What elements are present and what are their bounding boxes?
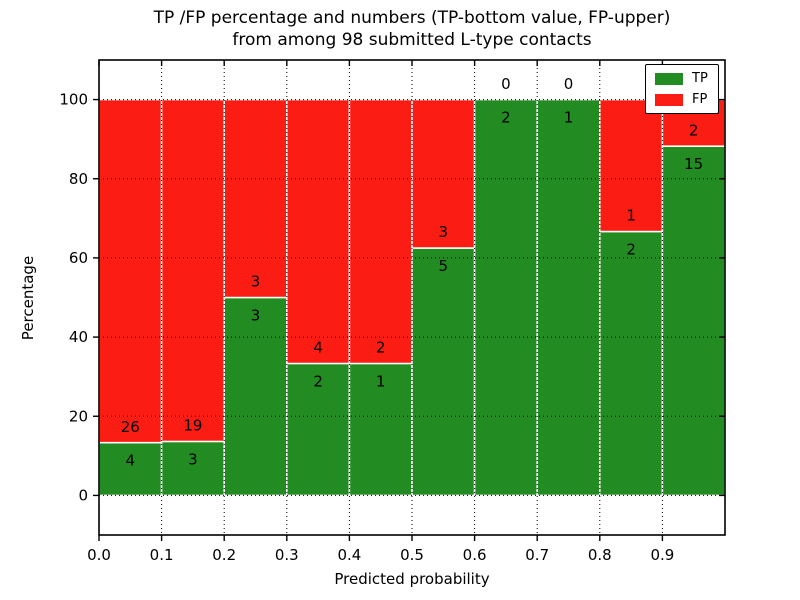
count-label-tp-6: 2: [501, 108, 511, 126]
bar-fp-3: [286, 98, 351, 365]
count-label-tp-3: 2: [313, 372, 323, 390]
y-tick-label-60: 60: [69, 249, 88, 267]
count-label-fp-9: 2: [689, 121, 699, 139]
x-tick-label-0.5: 0.5: [400, 546, 424, 564]
bar-fp-1: [160, 98, 225, 443]
x-tick-label-0.8: 0.8: [588, 546, 612, 564]
count-label-fp-8: 1: [626, 207, 636, 225]
count-label-fp-3: 4: [313, 339, 323, 357]
x-tick-label-0.0: 0.0: [87, 546, 111, 564]
count-label-fp-1: 19: [183, 417, 202, 435]
count-label-tp-0: 4: [126, 451, 136, 469]
x-tick-label-0.2: 0.2: [212, 546, 236, 564]
count-label-tp-9: 15: [684, 155, 703, 173]
count-label-tp-7: 1: [564, 108, 574, 126]
bar-fp-0: [98, 98, 163, 444]
tp-legend-swatch: [655, 72, 683, 85]
x-tick-label-0.9: 0.9: [650, 546, 674, 564]
bar-tp-2: [223, 296, 288, 497]
x-tick-label-0.1: 0.1: [150, 546, 174, 564]
count-label-fp-2: 3: [251, 273, 261, 291]
count-label-tp-5: 5: [439, 257, 449, 275]
count-label-fp-5: 3: [439, 223, 449, 241]
legend-label-fp: FP: [692, 92, 708, 107]
legend-label-tp: TP: [692, 71, 708, 86]
bar-tp-4: [348, 362, 413, 497]
x-tick-label-0.7: 0.7: [525, 546, 549, 564]
bar-tp-5: [411, 247, 476, 497]
y-tick-label-40: 40: [69, 328, 88, 346]
bar-fp-5: [411, 98, 476, 249]
y-tick-label-20: 20: [69, 407, 88, 425]
count-label-fp-4: 2: [376, 339, 386, 357]
bar-tp-9: [661, 145, 726, 497]
x-tick-label-0.6: 0.6: [463, 546, 487, 564]
bar-tp-7: [536, 98, 601, 497]
y-tick-label-80: 80: [69, 170, 88, 188]
chart-title-line1: TP /FP percentage and numbers (TP-bottom…: [153, 8, 671, 28]
chart-title-line2: from among 98 submitted L-type contacts: [232, 30, 592, 50]
bar-fp-4: [348, 98, 413, 365]
count-label-tp-8: 2: [626, 240, 636, 258]
x-tick-label-0.3: 0.3: [275, 546, 299, 564]
count-label-tp-1: 3: [188, 450, 198, 468]
y-tick-label-0: 0: [78, 486, 88, 504]
y-tick-label-100: 100: [59, 91, 88, 109]
legend-item-fp: FP: [655, 93, 708, 106]
x-tick-label-0.4: 0.4: [337, 546, 361, 564]
count-label-fp-6: 0: [501, 75, 511, 93]
legend: TP FP: [645, 64, 719, 114]
bar-tp-6: [473, 98, 538, 497]
chart-title: TP /FP percentage and numbers (TP-bottom…: [12, 7, 800, 51]
legend-item-tp: TP: [655, 72, 708, 85]
count-label-fp-7: 0: [564, 75, 574, 93]
count-label-tp-2: 3: [251, 306, 261, 324]
count-label-fp-0: 26: [121, 418, 140, 436]
bar-fp-2: [223, 98, 288, 299]
bar-tp-8: [599, 230, 664, 497]
bar-fp-8: [599, 98, 664, 233]
x-axis-label: Predicted probability: [334, 570, 490, 588]
fp-legend-swatch: [655, 93, 683, 106]
y-axis-label: Percentage: [19, 255, 37, 341]
bar-tp-3: [286, 362, 351, 497]
count-label-tp-4: 1: [376, 372, 386, 390]
